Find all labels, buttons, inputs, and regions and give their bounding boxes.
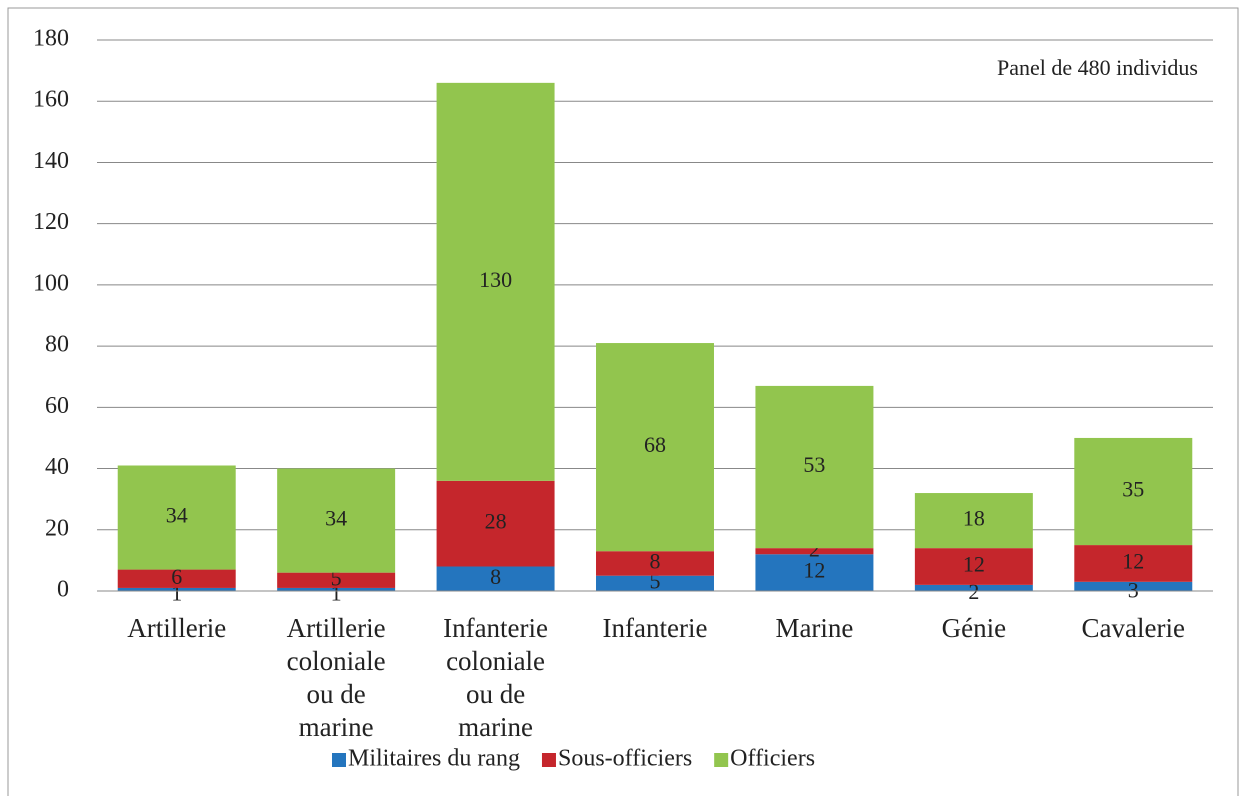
data-label: 5	[331, 565, 342, 590]
data-label: 130	[479, 267, 512, 292]
data-label: 12	[963, 552, 985, 577]
y-tick-label: 40	[45, 454, 69, 480]
data-label: 12	[803, 558, 825, 583]
bar-segment	[277, 572, 396, 588]
x-tick-label: Infanterie coloniale ou de marine	[443, 613, 548, 742]
bar-segment	[596, 575, 714, 591]
bar-segment	[755, 554, 874, 591]
bar-segment	[436, 82, 555, 481]
data-label: 5	[650, 568, 661, 593]
y-tick-label: 140	[33, 148, 69, 174]
data-label: 1	[331, 581, 342, 606]
bar-segment	[277, 468, 396, 573]
legend-swatch	[541, 753, 556, 767]
bar-segment	[755, 385, 874, 549]
data-label: 8	[650, 548, 661, 573]
data-label: 8	[490, 564, 501, 589]
bar-segment	[596, 551, 714, 576]
bar-segment	[117, 569, 236, 588]
legend-label: Officiers	[730, 746, 815, 772]
legend-swatch	[332, 753, 346, 767]
bar-segment	[1074, 437, 1193, 546]
chart-frame	[7, 7, 1239, 796]
y-tick-label: 120	[33, 209, 69, 235]
bar-segment	[755, 548, 874, 555]
data-label: 6	[171, 564, 182, 589]
data-label: 35	[1122, 477, 1144, 502]
bar-segment	[1074, 545, 1193, 582]
x-tick-label: Cavalerie	[1082, 613, 1185, 643]
bar-segment	[117, 465, 236, 570]
y-tick-label: 160	[33, 87, 69, 113]
data-label: 34	[325, 506, 347, 531]
bar-segment	[436, 480, 555, 567]
bar-segment	[436, 566, 555, 591]
y-tick-label: 180	[33, 26, 69, 52]
legend-label: Militaires du rang	[348, 746, 520, 772]
bar-segment	[914, 493, 1033, 549]
annotation: Panel de 480 individus	[997, 55, 1198, 80]
data-label: 68	[644, 432, 666, 457]
data-label: 12	[1122, 548, 1144, 573]
legend-label: Sous-officiers	[558, 746, 692, 772]
y-tick-label: 80	[45, 332, 69, 358]
data-label: 1	[171, 581, 182, 606]
bar-segment	[277, 587, 396, 591]
x-tick-label: Génie	[942, 613, 1006, 643]
x-tick-label: Infanterie	[603, 613, 708, 643]
bar-segment	[914, 584, 1033, 591]
data-label: 3	[1128, 577, 1139, 602]
data-label: 18	[963, 506, 985, 531]
x-tick-label: Marine	[775, 613, 853, 643]
y-tick-label: 0	[57, 577, 69, 603]
bar-segment	[117, 587, 236, 591]
legend-swatch	[714, 753, 729, 767]
y-tick-label: 100	[33, 270, 69, 296]
bar-segment	[1074, 581, 1193, 591]
data-label: 28	[485, 509, 507, 534]
bar-segment	[596, 343, 714, 552]
x-tick-label: Artillerie	[127, 613, 226, 643]
y-tick-label: 60	[45, 393, 69, 419]
bar-segment	[914, 548, 1033, 585]
x-tick-label: Artillerie coloniale ou de marine	[287, 613, 386, 742]
data-label: 34	[166, 503, 188, 528]
data-label: 53	[803, 452, 825, 477]
data-label: 2	[809, 536, 820, 561]
y-tick-label: 20	[45, 515, 69, 541]
